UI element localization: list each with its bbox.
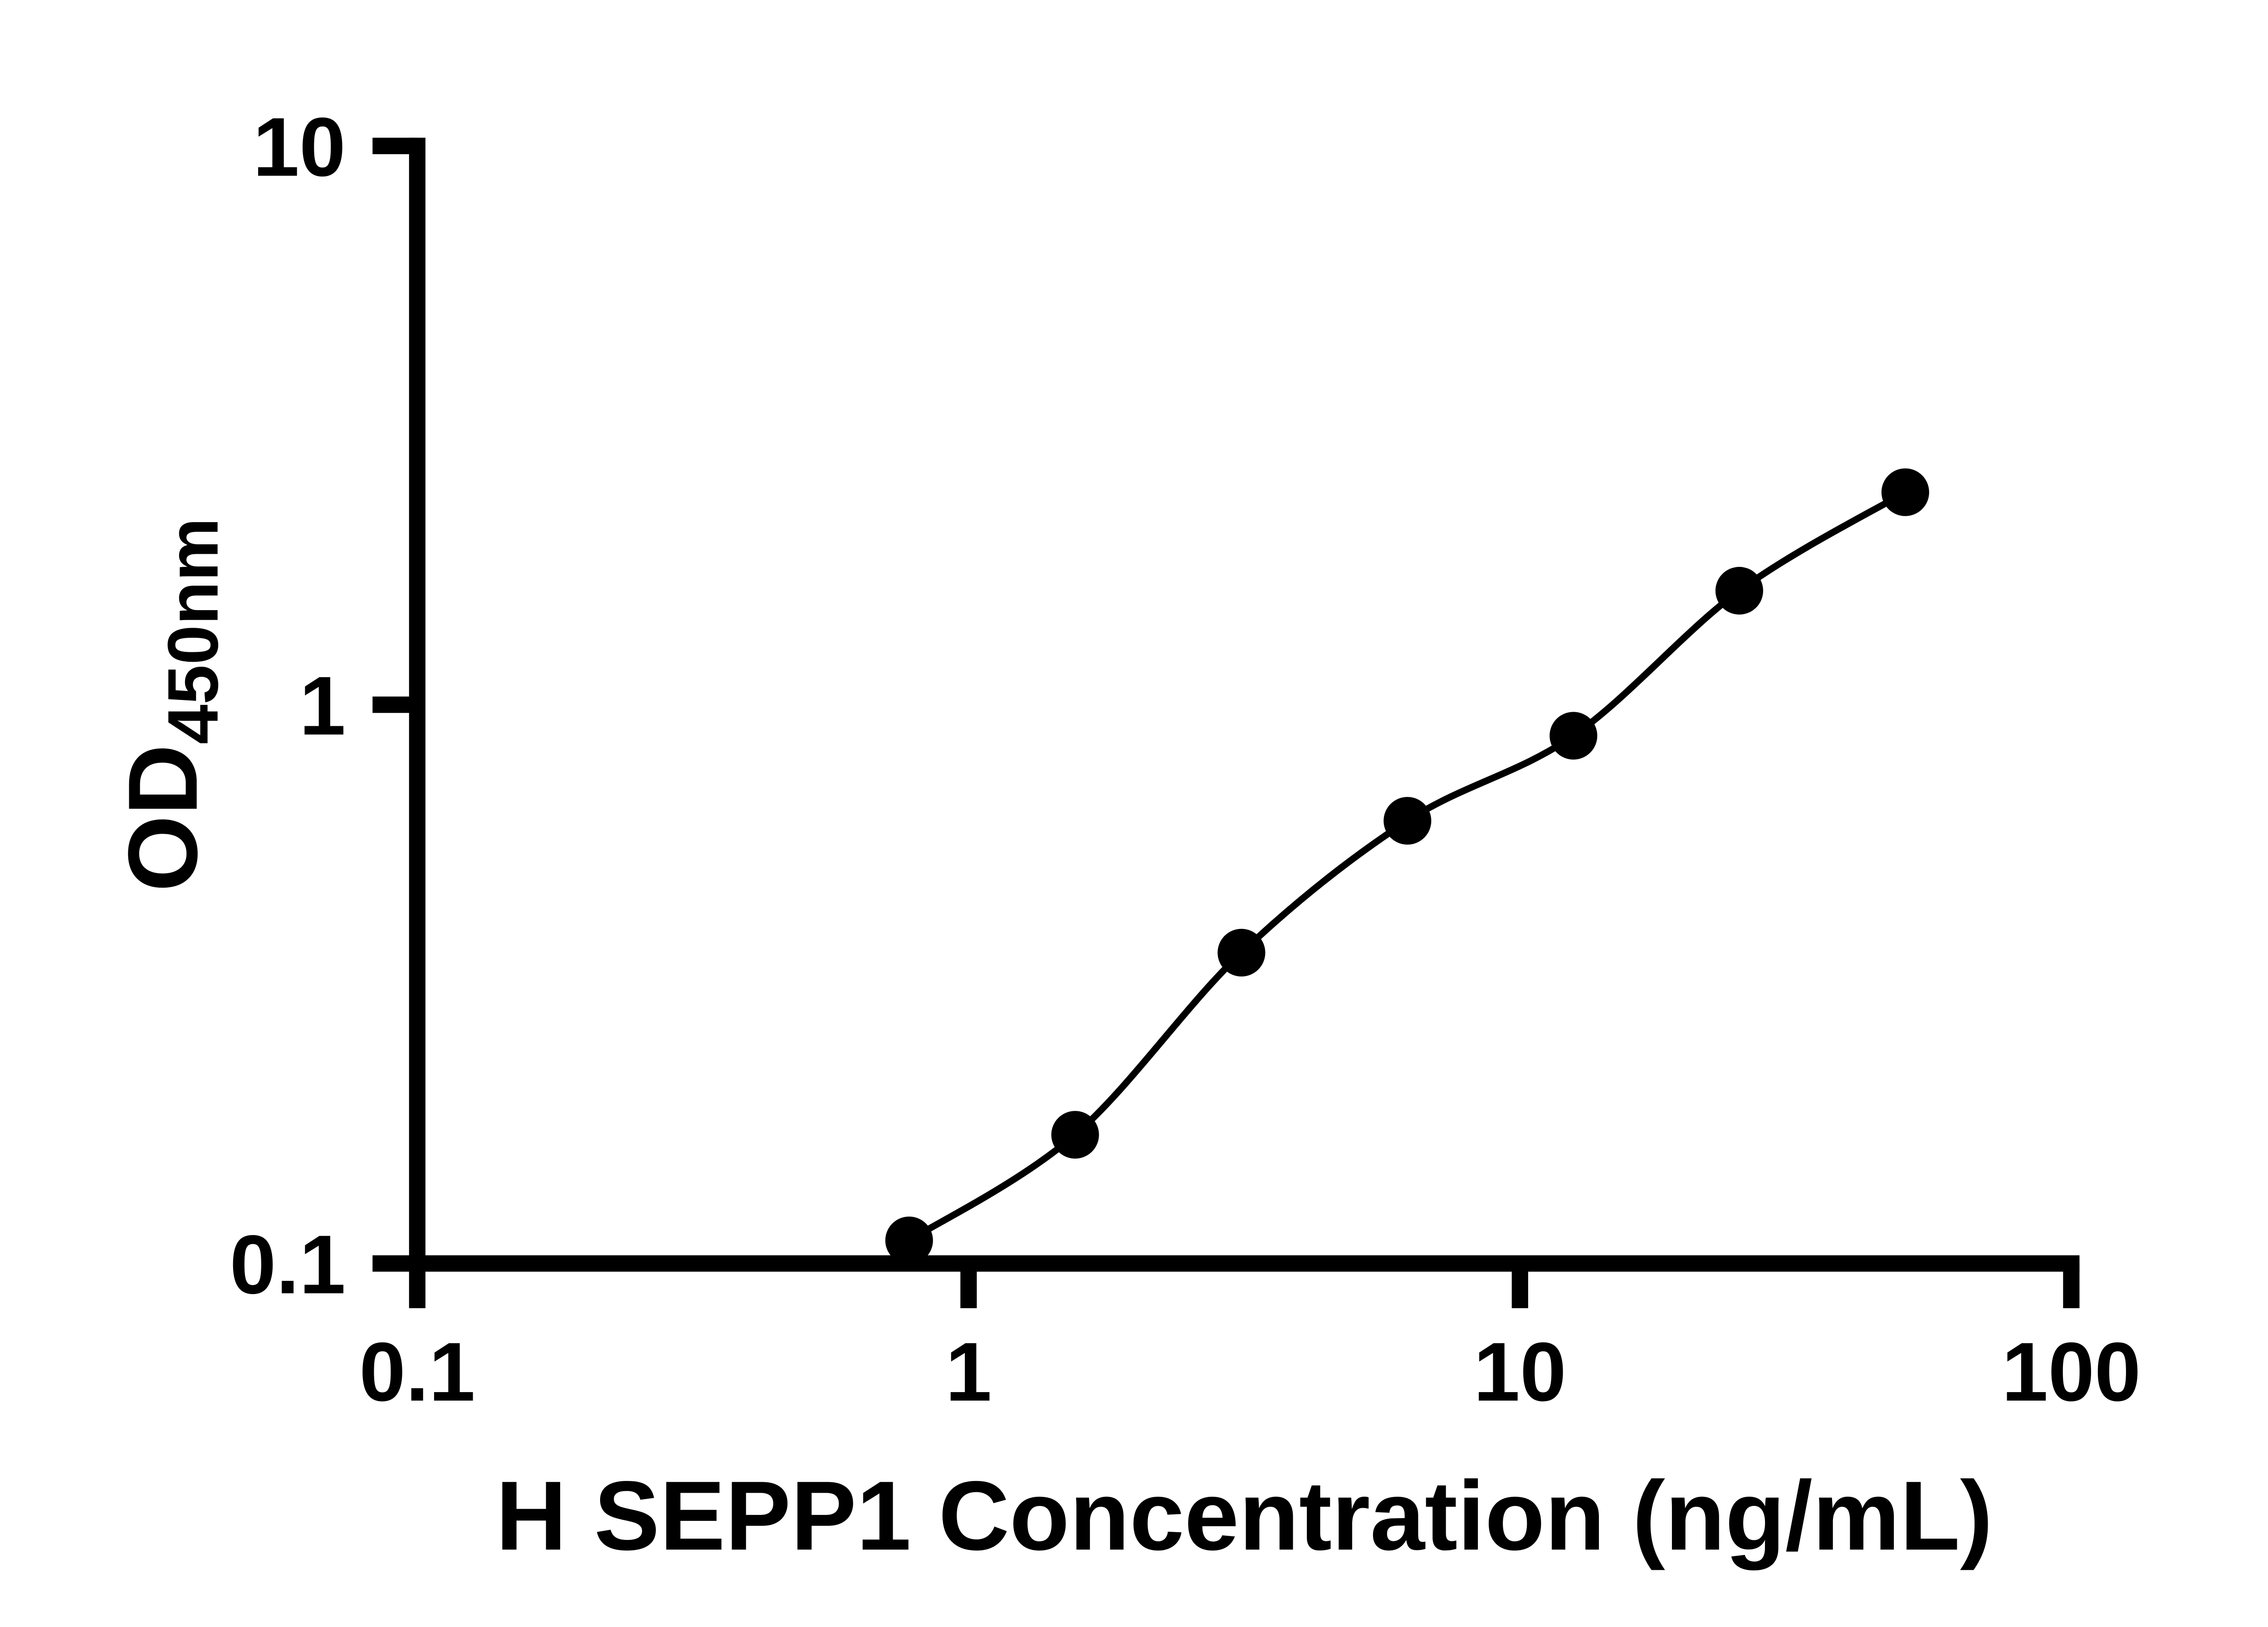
- x-axis-title: H SEPP1 Concentration (ng/mL): [496, 1461, 1993, 1570]
- y-tick-label: 0.1: [230, 1217, 346, 1311]
- x-tick-label: 1: [945, 1325, 992, 1418]
- x-tick-label: 100: [2002, 1325, 2141, 1418]
- y-axis-title-sub: 450nm: [153, 518, 233, 744]
- y-axis-title-main: OD: [108, 744, 218, 892]
- x-tick-label: 10: [1474, 1325, 1567, 1418]
- data-point: [885, 1217, 933, 1265]
- data-series: [885, 468, 1929, 1265]
- data-point: [1881, 468, 1929, 516]
- x-tick-label: 0.1: [359, 1325, 475, 1418]
- axes: 0.1 1 10 100 0.1 1 10: [230, 100, 2141, 1418]
- data-point: [1383, 797, 1432, 845]
- data-point: [1217, 928, 1266, 977]
- data-point: [1549, 712, 1598, 760]
- data-point: [1051, 1111, 1099, 1159]
- y-axis-title: OD450nm: [108, 518, 233, 892]
- y-tick-label: 10: [253, 100, 346, 193]
- data-point: [1715, 567, 1763, 615]
- axis-frame: [409, 137, 2080, 1272]
- y-tick-label: 1: [299, 659, 346, 752]
